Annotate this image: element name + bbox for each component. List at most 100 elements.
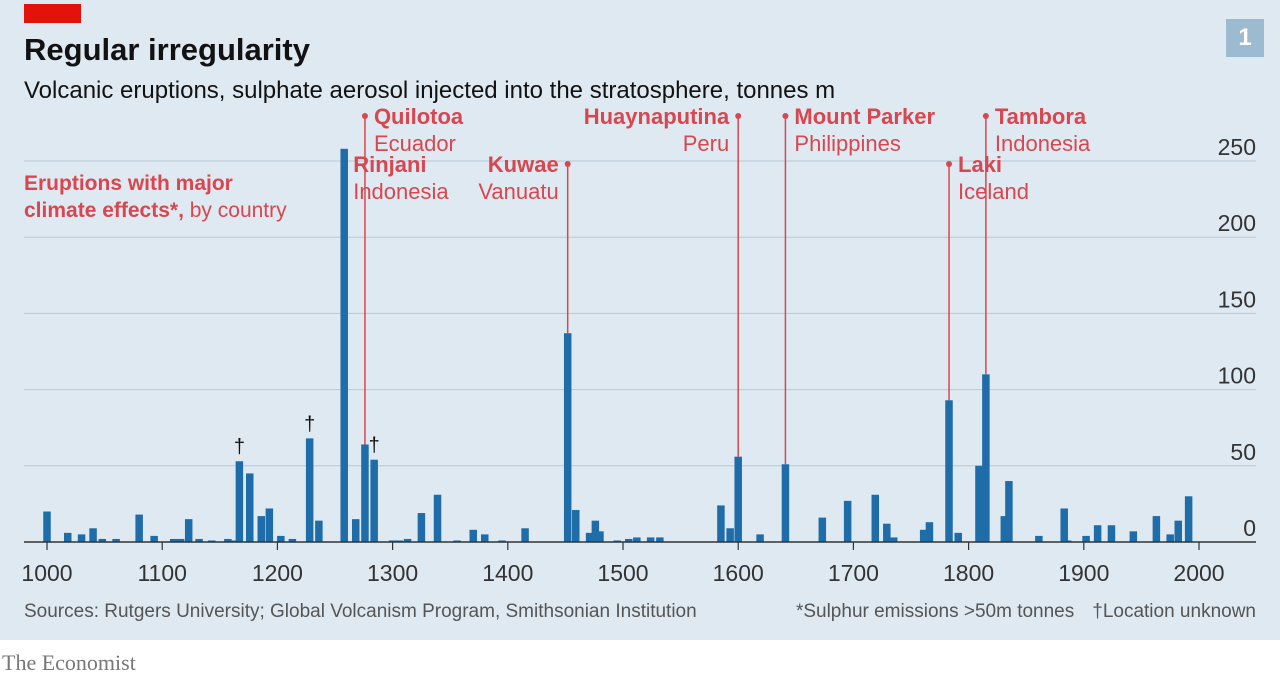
bar bbox=[945, 400, 953, 542]
legend-line-2-rest: by country bbox=[183, 199, 287, 222]
y-tick-label: 100 bbox=[1218, 363, 1256, 389]
y-tick-label: 0 bbox=[1243, 515, 1256, 541]
bar bbox=[77, 534, 86, 542]
annotation-dot bbox=[361, 113, 368, 119]
annotation-country: Indonesia bbox=[353, 179, 449, 204]
y-tick-label: 200 bbox=[1218, 210, 1256, 236]
bar bbox=[975, 465, 983, 542]
bar bbox=[265, 508, 274, 542]
annotation-dot bbox=[946, 161, 953, 167]
bar bbox=[563, 333, 572, 542]
bar bbox=[982, 374, 990, 542]
bar bbox=[1184, 496, 1193, 542]
legend-note: Eruptions with major climate effects*, b… bbox=[24, 170, 287, 224]
bar bbox=[925, 522, 934, 542]
bar bbox=[288, 538, 297, 542]
bar bbox=[150, 535, 158, 542]
y-tick-label: 250 bbox=[1218, 134, 1256, 160]
bar bbox=[481, 534, 489, 542]
bar bbox=[231, 540, 239, 542]
dagger-mark: † bbox=[304, 413, 315, 435]
bar bbox=[781, 464, 790, 542]
bar bbox=[135, 514, 143, 542]
bar bbox=[395, 540, 404, 542]
bar bbox=[43, 511, 51, 542]
bar bbox=[818, 517, 827, 542]
bar bbox=[883, 523, 891, 542]
bar bbox=[1035, 535, 1043, 542]
bar bbox=[625, 538, 633, 542]
bar bbox=[184, 519, 193, 542]
bar bbox=[633, 537, 641, 542]
y-tick-label: 50 bbox=[1230, 439, 1256, 465]
bar bbox=[305, 438, 314, 542]
bar bbox=[1166, 534, 1174, 542]
bar bbox=[433, 494, 442, 542]
bar bbox=[315, 520, 323, 542]
bar bbox=[585, 532, 594, 542]
bar bbox=[726, 528, 734, 542]
sources-note: Sources: Rutgers University; Global Volc… bbox=[24, 601, 697, 622]
bar bbox=[257, 516, 266, 542]
bar bbox=[954, 532, 962, 542]
bar bbox=[417, 513, 426, 542]
bar bbox=[1174, 520, 1183, 542]
bar bbox=[596, 531, 604, 542]
bar bbox=[889, 537, 898, 542]
bar bbox=[246, 473, 254, 542]
x-tick-label: 1800 bbox=[943, 560, 994, 586]
annotation-country: Ecuador bbox=[374, 131, 456, 156]
annotation-volcano-name: Kuwae bbox=[488, 152, 559, 177]
bar bbox=[498, 540, 506, 542]
annotation-country: Peru bbox=[683, 131, 729, 156]
bar bbox=[756, 534, 764, 542]
bar bbox=[224, 538, 232, 542]
bar bbox=[1129, 531, 1138, 542]
bar bbox=[1093, 525, 1102, 542]
bar bbox=[1152, 516, 1161, 542]
x-tick-label: 1400 bbox=[482, 560, 533, 586]
brand-red-bar bbox=[24, 4, 81, 23]
footnotes: *Sulphur emissions >50m tonnes †Location … bbox=[778, 601, 1256, 623]
x-tick-label: 1000 bbox=[21, 560, 72, 586]
bar bbox=[112, 538, 120, 542]
bar bbox=[843, 500, 852, 542]
bar bbox=[207, 540, 216, 542]
bar bbox=[361, 444, 369, 542]
chart-subtitle: Volcanic eruptions, sulphate aerosol inj… bbox=[24, 77, 836, 104]
footnote-dagger: †Location unknown bbox=[1092, 601, 1256, 622]
annotation-dot bbox=[735, 113, 742, 119]
bar bbox=[169, 538, 178, 542]
x-tick-label: 1100 bbox=[137, 560, 186, 586]
annotation-country: Indonesia bbox=[995, 131, 1091, 156]
bar bbox=[63, 532, 72, 542]
annotation-country: Philippines bbox=[794, 131, 900, 156]
x-tick-label: 1200 bbox=[252, 560, 303, 586]
annotation-country: Vanuatu bbox=[478, 179, 558, 204]
annotation-dot bbox=[564, 161, 571, 167]
bar bbox=[1060, 508, 1068, 542]
bar bbox=[572, 509, 580, 542]
bar bbox=[195, 538, 203, 542]
bar bbox=[1082, 535, 1090, 542]
bar bbox=[453, 540, 461, 542]
bar-chart: 0 50 100 150 200 250 1000 1100 1200 1300 1400 1500 1… bbox=[21, 104, 1256, 586]
annotation-volcano-name: Tambora bbox=[995, 104, 1087, 129]
x-tick-label: 1700 bbox=[828, 560, 879, 586]
annotation-country: Iceland bbox=[958, 179, 1029, 204]
bar bbox=[1000, 516, 1009, 542]
y-tick-label: 150 bbox=[1218, 286, 1256, 312]
x-tick-label: 1900 bbox=[1058, 560, 1109, 586]
annotation-volcano-name: Quilotoa bbox=[374, 104, 464, 129]
bar bbox=[403, 538, 412, 542]
bar bbox=[370, 459, 378, 542]
x-tick-label: 1600 bbox=[713, 560, 764, 586]
bar bbox=[98, 538, 107, 542]
bar bbox=[734, 456, 742, 542]
bar bbox=[871, 494, 880, 542]
bar bbox=[919, 529, 928, 542]
bar bbox=[613, 540, 621, 542]
bar bbox=[89, 528, 97, 542]
x-tick-label: 1500 bbox=[597, 560, 648, 586]
bar bbox=[1063, 540, 1072, 542]
